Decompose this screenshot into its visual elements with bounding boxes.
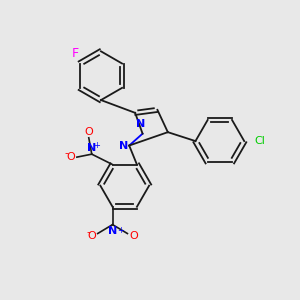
Text: +: + [117, 226, 124, 235]
Text: N: N [136, 119, 146, 129]
Text: N: N [87, 143, 96, 153]
Text: O: O [87, 232, 96, 242]
Text: O: O [67, 152, 75, 162]
Text: -: - [64, 148, 68, 159]
Text: N: N [119, 140, 128, 151]
Text: +: + [93, 141, 100, 150]
Text: Cl: Cl [255, 136, 266, 146]
Text: O: O [129, 232, 138, 242]
Text: -: - [86, 227, 90, 237]
Text: N: N [108, 226, 117, 236]
Text: F: F [72, 46, 79, 60]
Text: O: O [84, 127, 93, 137]
